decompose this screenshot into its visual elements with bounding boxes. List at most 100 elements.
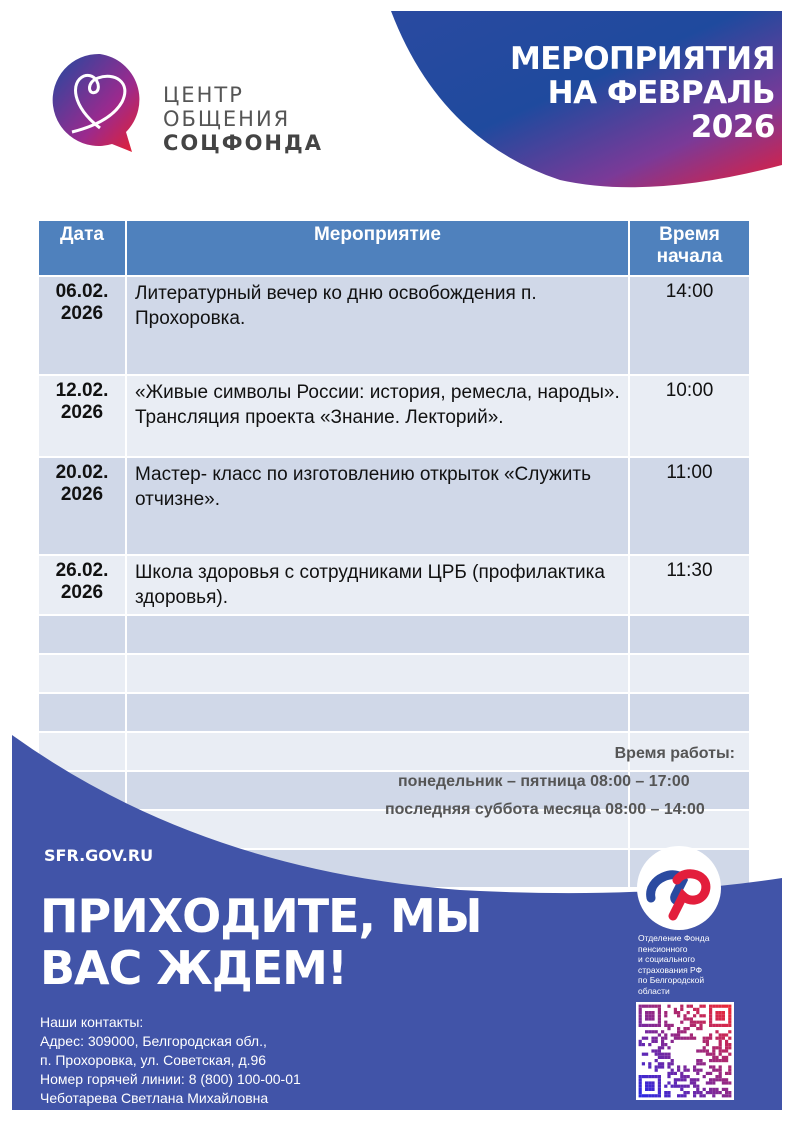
- qr-module: [651, 1094, 655, 1098]
- qr-module: [693, 1036, 697, 1040]
- qr-module: [721, 1087, 725, 1091]
- qr-module: [718, 1043, 722, 1047]
- qr-module: [689, 1020, 693, 1024]
- event-time: 11:00: [628, 456, 751, 556]
- qr-module: [667, 1062, 671, 1066]
- qr-module: [651, 1011, 655, 1015]
- event-title: Литературный вечер ко дню освобождения п…: [125, 275, 630, 376]
- qr-module: [654, 1039, 658, 1043]
- qr-module: [721, 1078, 725, 1082]
- qr-module: [715, 1017, 719, 1021]
- qr-module: [680, 1020, 684, 1024]
- qr-module: [670, 1084, 674, 1088]
- qr-module: [712, 1087, 716, 1091]
- qr-module: [693, 1084, 697, 1088]
- qr-code-icon[interactable]: [636, 1002, 734, 1100]
- qr-module: [683, 1065, 687, 1069]
- qr-module: [699, 1049, 703, 1053]
- qr-module: [641, 1043, 645, 1047]
- logo-line: СОЦФОНДА: [163, 131, 323, 155]
- empty-row: [37, 653, 751, 694]
- qr-module: [654, 1068, 658, 1072]
- qr-module: [718, 1078, 722, 1082]
- qr-module: [686, 1075, 690, 1079]
- qr-module: [645, 1014, 649, 1018]
- qr-module: [696, 1027, 700, 1031]
- table-row: 26.02. 2026 Школа здоровья с сотрудникам…: [37, 554, 751, 616]
- qr-module: [638, 1039, 642, 1043]
- qr-module: [654, 1030, 658, 1034]
- qr-module: [638, 1091, 642, 1095]
- qr-module: [657, 1020, 661, 1024]
- qr-module: [641, 1094, 645, 1098]
- qr-module: [702, 1014, 706, 1018]
- qr-module: [645, 1075, 649, 1079]
- qr-module: [721, 1055, 725, 1059]
- qr-module: [645, 1017, 649, 1021]
- column-header-date: Дата: [37, 219, 127, 277]
- qr-module: [715, 1014, 719, 1018]
- qr-module: [651, 1014, 655, 1018]
- qr-module: [699, 1062, 703, 1066]
- qr-module: [693, 1023, 697, 1027]
- qr-module: [686, 1027, 690, 1031]
- qr-module: [651, 1081, 655, 1085]
- qr-module: [680, 1078, 684, 1082]
- qr-module: [696, 1071, 700, 1075]
- qr-module: [718, 1091, 722, 1095]
- qr-module: [728, 1023, 732, 1027]
- qr-module: [718, 1017, 722, 1021]
- qr-module: [657, 1075, 661, 1079]
- website-link[interactable]: SFR.GOV.RU: [44, 846, 154, 865]
- qr-module: [683, 1075, 687, 1079]
- qr-module: [718, 1004, 722, 1008]
- qr-module: [657, 1084, 661, 1088]
- qr-module: [667, 1091, 671, 1095]
- qr-module: [715, 1030, 719, 1034]
- qr-module: [648, 1011, 652, 1015]
- slogan-line: ПРИХОДИТЕ, МЫ: [40, 889, 482, 943]
- qr-module: [651, 1039, 655, 1043]
- qr-module: [696, 1078, 700, 1082]
- event-date: 26.02. 2026: [37, 554, 127, 616]
- qr-module: [645, 1004, 649, 1008]
- working-hours-saturday: последняя суббота месяца 08:00 – 14:00: [385, 801, 705, 818]
- qr-module: [677, 1027, 681, 1031]
- qr-module: [699, 1014, 703, 1018]
- qr-module: [689, 1017, 693, 1021]
- qr-module: [661, 1046, 665, 1050]
- qr-module: [686, 1036, 690, 1040]
- qr-module: [712, 1068, 716, 1072]
- qr-module: [709, 1059, 713, 1063]
- qr-module: [715, 1068, 719, 1072]
- qr-module: [664, 1036, 668, 1040]
- qr-module: [651, 1023, 655, 1027]
- qr-module: [725, 1004, 729, 1008]
- qr-module: [667, 1071, 671, 1075]
- qr-module: [699, 1059, 703, 1063]
- qr-module: [693, 1065, 697, 1069]
- qr-module: [699, 1020, 703, 1024]
- qr-module: [705, 1043, 709, 1047]
- qr-module: [667, 1094, 671, 1098]
- qr-module: [657, 1065, 661, 1069]
- qr-module: [645, 1036, 649, 1040]
- qr-module: [670, 1033, 674, 1037]
- qr-module: [712, 1055, 716, 1059]
- qr-module: [702, 1094, 706, 1098]
- qr-module: [670, 1059, 674, 1063]
- qr-module: [641, 1062, 645, 1066]
- qr-module: [728, 1094, 732, 1098]
- qr-module: [657, 1017, 661, 1021]
- qr-module: [715, 1046, 719, 1050]
- qr-module: [725, 1046, 729, 1050]
- org-name: Отделение Фонда пенсионного и социальног…: [638, 933, 709, 996]
- qr-module: [654, 1023, 658, 1027]
- qr-module: [721, 1049, 725, 1053]
- qr-module: [696, 1011, 700, 1015]
- qr-module: [705, 1071, 709, 1075]
- event-title: Мастер- класс по изготовлению открыток «…: [125, 456, 630, 556]
- qr-module: [664, 1094, 668, 1098]
- column-header-time: Время начала: [628, 219, 751, 277]
- qr-module: [693, 1014, 697, 1018]
